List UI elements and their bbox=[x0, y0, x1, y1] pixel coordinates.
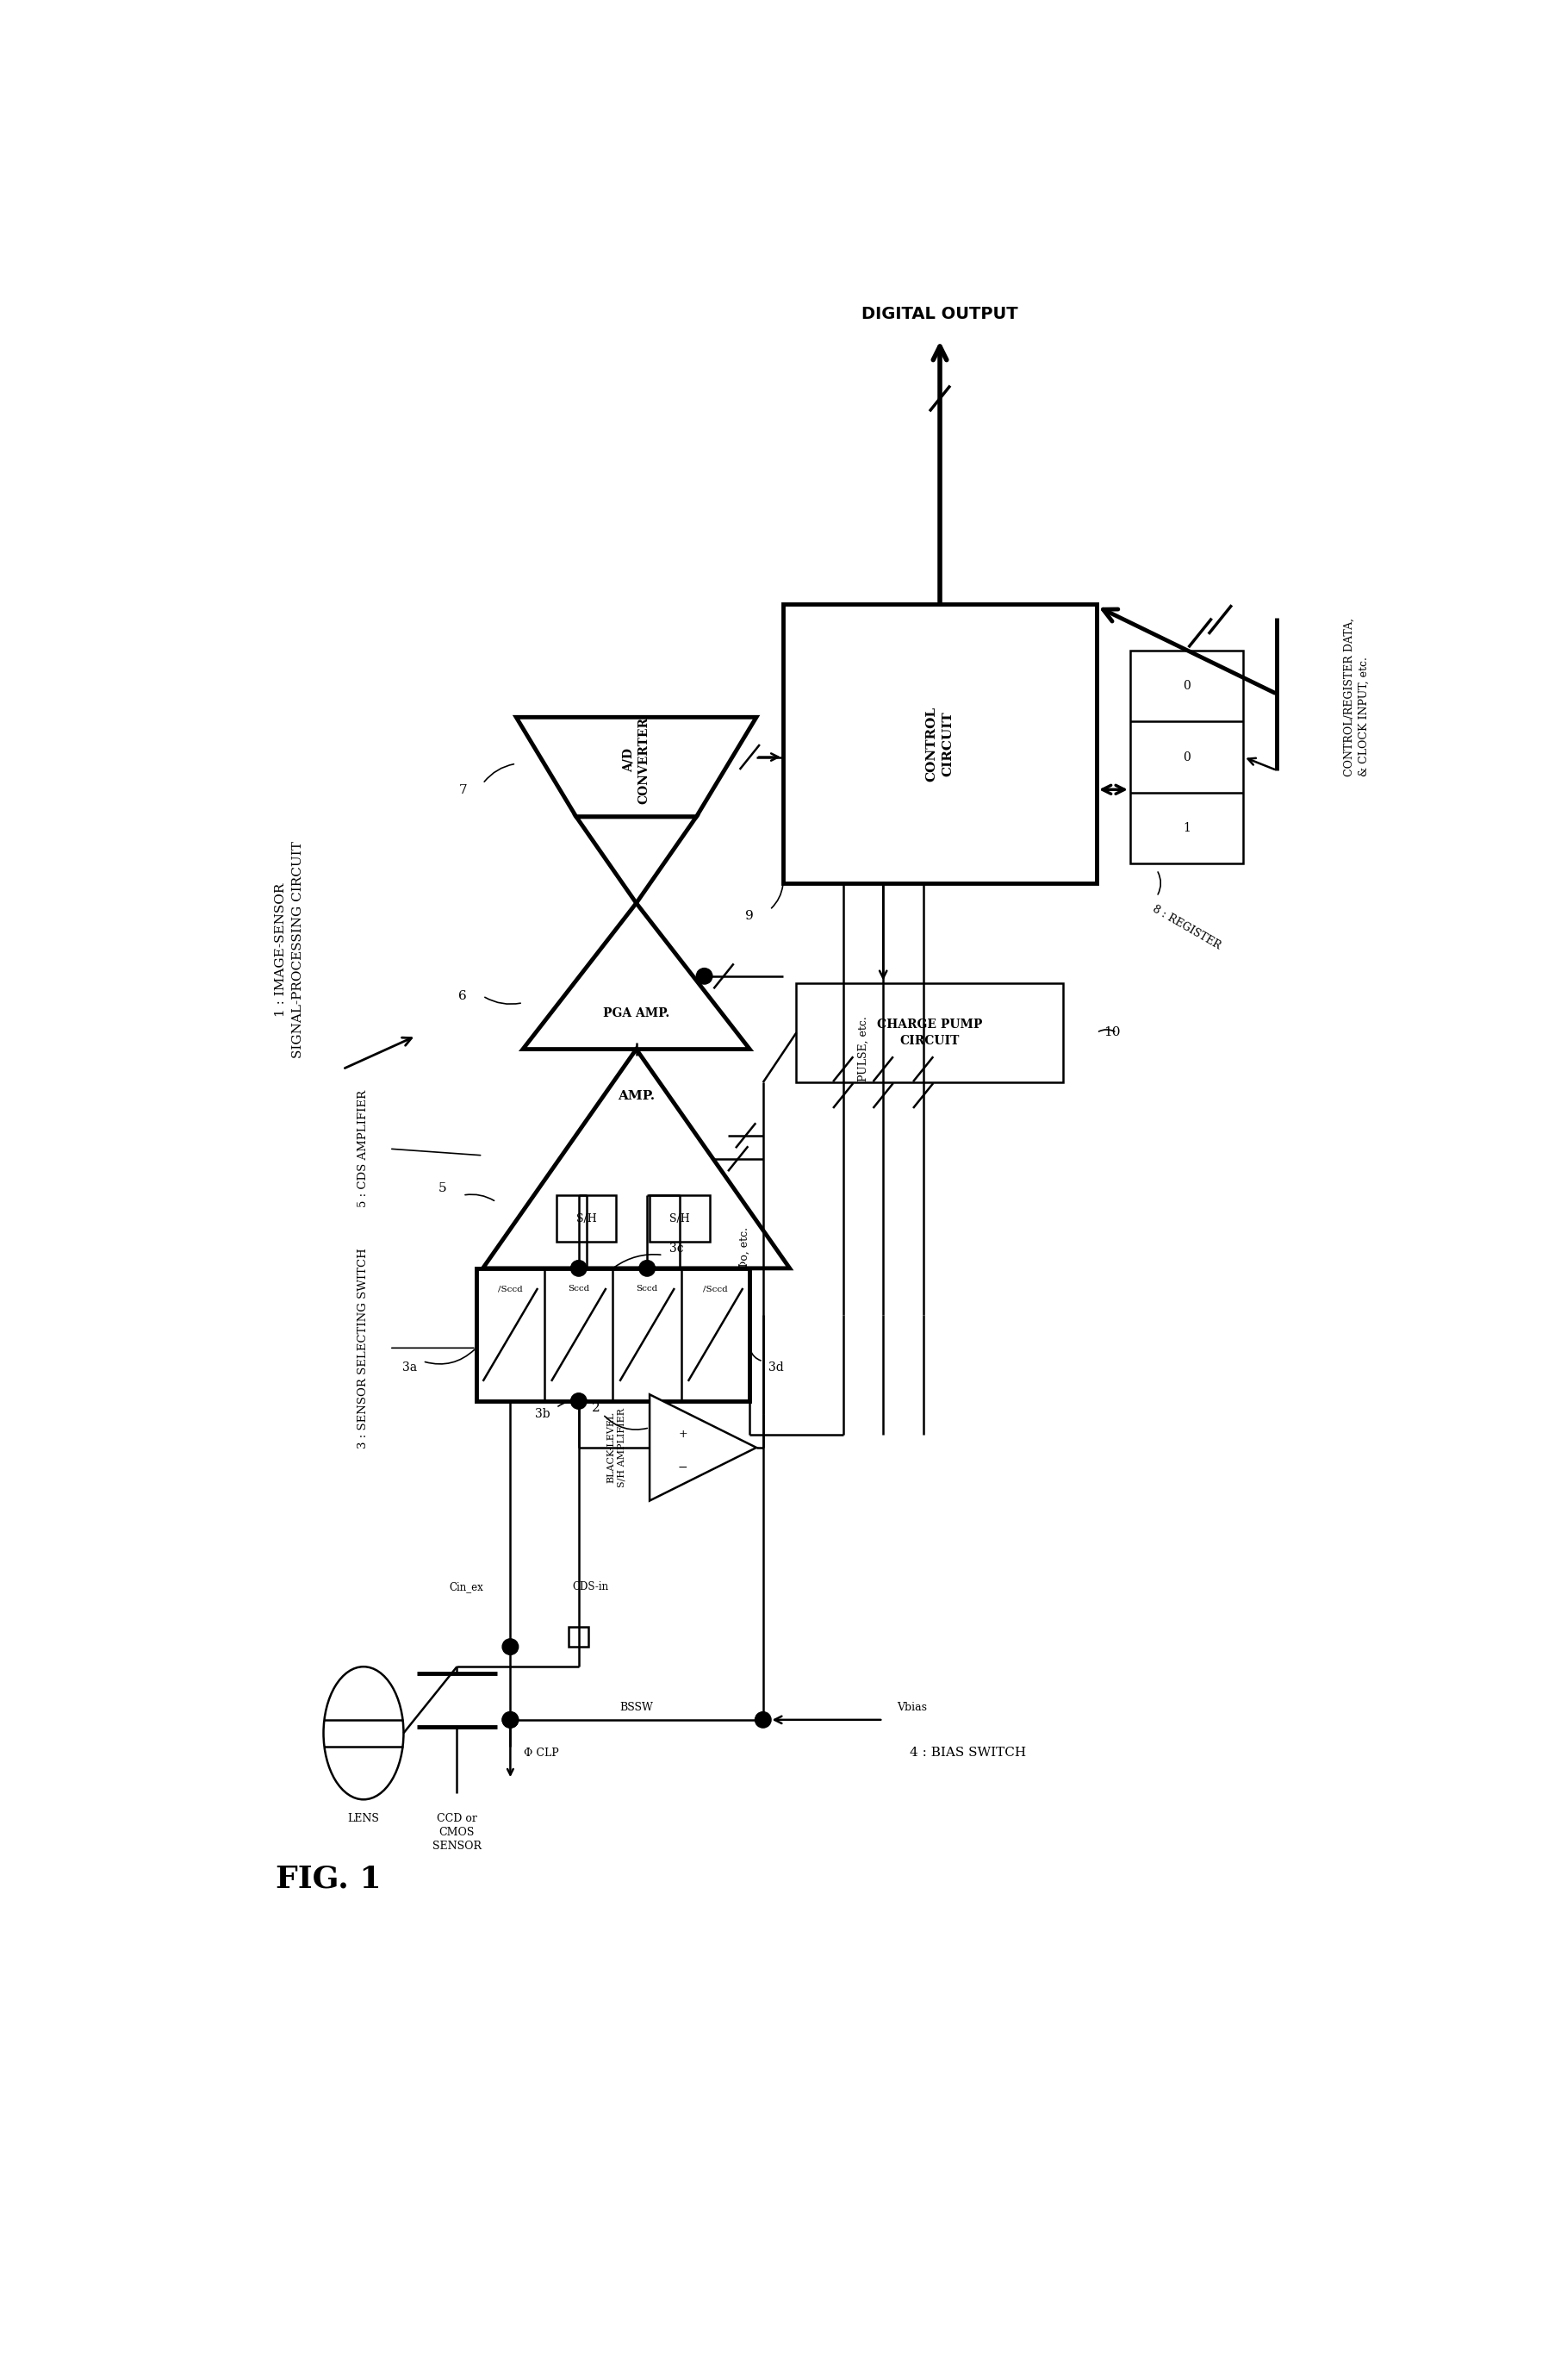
Circle shape bbox=[570, 1392, 586, 1409]
Text: FIG. 1: FIG. 1 bbox=[276, 1864, 382, 1894]
Text: S/H: S/H bbox=[669, 1214, 689, 1223]
Text: CCD or
CMOS
SENSOR: CCD or CMOS SENSOR bbox=[432, 1814, 481, 1852]
Text: /Sccd: /Sccd bbox=[704, 1285, 729, 1292]
Text: BLACK-LEVEL
S/H AMPLIFIER: BLACK-LEVEL S/H AMPLIFIER bbox=[606, 1409, 625, 1488]
Text: 0: 0 bbox=[1183, 752, 1191, 764]
Text: 5 : CDS AMPLIFIER: 5 : CDS AMPLIFIER bbox=[357, 1090, 368, 1207]
Text: CONTROL
CIRCUIT: CONTROL CIRCUIT bbox=[926, 707, 954, 781]
Bar bbox=[1130, 650, 1244, 864]
Text: 3a: 3a bbox=[403, 1361, 417, 1373]
Polygon shape bbox=[577, 816, 696, 902]
Bar bbox=[784, 605, 1097, 883]
Text: 2: 2 bbox=[592, 1402, 600, 1414]
Text: PGA AMP.: PGA AMP. bbox=[603, 1007, 669, 1019]
Bar bbox=[476, 1269, 749, 1402]
Text: Sccd: Sccd bbox=[636, 1285, 658, 1292]
Circle shape bbox=[696, 969, 713, 983]
Text: 1 : IMAGE-SENSOR
SIGNAL-PROCESSING CIRCUIT: 1 : IMAGE-SENSOR SIGNAL-PROCESSING CIRCU… bbox=[274, 840, 304, 1059]
Text: Φo, etc.: Φo, etc. bbox=[738, 1228, 749, 1269]
Text: 3c: 3c bbox=[669, 1242, 683, 1254]
Text: AMP.: AMP. bbox=[617, 1090, 655, 1102]
Ellipse shape bbox=[323, 1666, 404, 1799]
Text: Sccd: Sccd bbox=[567, 1285, 589, 1292]
Text: PULSE, etc.: PULSE, etc. bbox=[857, 1016, 868, 1083]
Text: −: − bbox=[679, 1461, 688, 1473]
Bar bbox=[796, 983, 1064, 1083]
Text: Φ CLP: Φ CLP bbox=[523, 1747, 559, 1759]
Circle shape bbox=[639, 1261, 655, 1276]
Polygon shape bbox=[523, 902, 749, 1050]
Circle shape bbox=[503, 1711, 519, 1728]
Circle shape bbox=[755, 1711, 771, 1728]
Text: 7: 7 bbox=[459, 783, 467, 797]
Text: 10: 10 bbox=[1103, 1026, 1120, 1038]
Text: /Sccd: /Sccd bbox=[498, 1285, 523, 1292]
Text: DIGITAL OUTPUT: DIGITAL OUTPUT bbox=[862, 305, 1019, 321]
Text: 9: 9 bbox=[746, 912, 754, 923]
Text: 0: 0 bbox=[1183, 681, 1191, 693]
Polygon shape bbox=[516, 716, 757, 816]
Circle shape bbox=[570, 1261, 586, 1276]
Text: BSSW: BSSW bbox=[621, 1702, 653, 1714]
Text: CDS-in: CDS-in bbox=[572, 1580, 608, 1592]
Circle shape bbox=[503, 1711, 519, 1728]
Text: CHARGE PUMP
CIRCUIT: CHARGE PUMP CIRCUIT bbox=[878, 1019, 983, 1047]
Text: LENS: LENS bbox=[348, 1814, 379, 1823]
Text: Vbias: Vbias bbox=[896, 1702, 926, 1714]
Text: A/D
CONVERTER: A/D CONVERTER bbox=[622, 716, 650, 804]
Text: 3b: 3b bbox=[536, 1409, 550, 1421]
Text: 3 : SENSOR SELECTING SWITCH: 3 : SENSOR SELECTING SWITCH bbox=[357, 1247, 368, 1449]
Circle shape bbox=[503, 1640, 519, 1654]
Bar bbox=[569, 1628, 589, 1647]
Text: 5: 5 bbox=[439, 1183, 447, 1195]
Polygon shape bbox=[483, 1050, 790, 1269]
Bar bbox=[650, 1195, 710, 1242]
Text: 3d: 3d bbox=[769, 1361, 784, 1373]
Text: 4 : BIAS SWITCH: 4 : BIAS SWITCH bbox=[910, 1747, 1026, 1759]
Polygon shape bbox=[650, 1395, 757, 1502]
Bar bbox=[556, 1195, 616, 1242]
Text: S/H: S/H bbox=[577, 1214, 597, 1223]
Text: +: + bbox=[679, 1428, 688, 1440]
Text: 8 : REGISTER: 8 : REGISTER bbox=[1150, 902, 1222, 952]
Text: 1: 1 bbox=[1183, 821, 1191, 833]
Text: 6: 6 bbox=[459, 990, 467, 1002]
Text: Cin_ex: Cin_ex bbox=[450, 1580, 484, 1592]
Text: CONTROL/REGISTER DATA,
& CLOCK INPUT, etc.: CONTROL/REGISTER DATA, & CLOCK INPUT, et… bbox=[1343, 619, 1370, 776]
